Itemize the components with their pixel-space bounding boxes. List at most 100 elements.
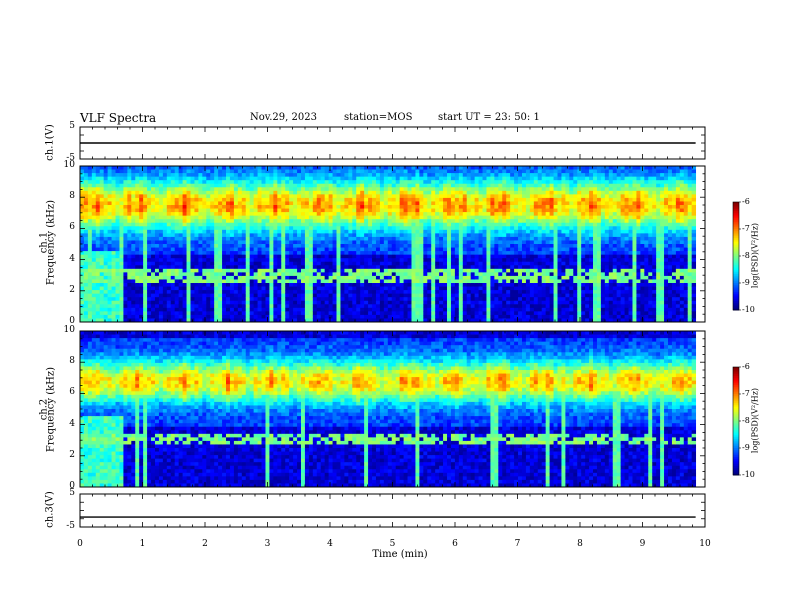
colorbar1-cell xyxy=(733,286,739,289)
colorbar2-cell xyxy=(733,374,739,377)
colorbar2-cell xyxy=(733,412,739,415)
x-tick-label: 6 xyxy=(452,539,458,549)
y-tick-label: -5 xyxy=(66,521,75,531)
colorbar1-cell xyxy=(733,306,739,309)
colorbar1-cell xyxy=(733,230,739,234)
colorbar1-cell xyxy=(733,211,739,214)
colorbar1-cell xyxy=(733,232,739,235)
colorbar2-cell xyxy=(733,435,739,438)
colorbar1-cell xyxy=(733,277,739,280)
colorbar2-cell xyxy=(733,408,739,411)
colorbar1-cell xyxy=(733,292,739,295)
colorbar2-cell xyxy=(733,430,739,433)
colorbar2-cell xyxy=(733,419,739,422)
colorbar2-cell xyxy=(733,379,739,382)
colorbar2-cell xyxy=(733,368,739,372)
y-tick-label: 2 xyxy=(69,449,75,460)
colorbar2-cell xyxy=(733,410,739,413)
colorbar1-cell xyxy=(733,229,739,232)
colorbar2-cell xyxy=(733,385,739,388)
colorbar2-cell xyxy=(733,397,739,400)
colorbar1-cell xyxy=(733,272,739,275)
colorbar2-cell xyxy=(733,386,739,390)
x-tick-label: 8 xyxy=(577,539,583,549)
x-tick-label: 3 xyxy=(264,539,271,549)
y-tick-label: 8 xyxy=(69,356,75,367)
colorbar2-cell xyxy=(733,370,739,373)
colorbar1-cell xyxy=(733,227,739,230)
y-tick-label: 2 xyxy=(69,284,75,295)
colorbar1-cell xyxy=(733,241,739,244)
colorbar2-cell xyxy=(733,388,739,391)
colorbar2-cell xyxy=(733,431,739,435)
colorbar2-cell xyxy=(733,449,739,453)
colorbar1-cell xyxy=(733,202,739,205)
colorbar1-cell xyxy=(733,257,739,261)
colorbar2-cell xyxy=(733,455,739,458)
colorbar1-cell xyxy=(733,223,739,226)
colorbar2-cell xyxy=(733,444,739,447)
colorbar2-cell xyxy=(733,458,739,462)
y-tick-label: 6 xyxy=(69,387,75,398)
y-tick-label: 4 xyxy=(69,418,75,429)
ch1-spectrogram-heatmap xyxy=(80,166,697,323)
colorbar2-cell xyxy=(733,401,739,404)
colorbar2-cell xyxy=(733,383,739,386)
colorbar2-cell xyxy=(733,422,739,426)
x-tick-label: 10 xyxy=(699,539,711,549)
colorbar1-cell xyxy=(733,290,739,293)
colorbar2-cell xyxy=(733,395,739,399)
colorbar-tick-label: -7 xyxy=(742,224,750,233)
colorbar1-cell xyxy=(733,225,739,228)
y-tick-label: 6 xyxy=(69,222,75,233)
colorbar1-cell xyxy=(733,238,739,241)
colorbar-tick-label: -9 xyxy=(742,278,750,287)
x-tick-label: 4 xyxy=(327,539,333,549)
colorbar1-cell xyxy=(733,245,739,248)
x-tick-label: 1 xyxy=(139,539,146,549)
colorbar1-cell xyxy=(733,203,739,207)
y-tick-label: 4 xyxy=(69,253,75,264)
colorbar1-cell xyxy=(733,248,739,252)
colorbar1-cell xyxy=(733,266,739,270)
colorbar2-cell xyxy=(733,381,739,384)
colorbar2-cell xyxy=(733,406,739,409)
colorbar2-cell xyxy=(733,392,739,395)
colorbar1-cell xyxy=(733,288,739,291)
colorbar1-cell xyxy=(733,281,739,284)
colorbar2-cell xyxy=(733,424,739,427)
colorbar1-cell xyxy=(733,214,739,217)
y-tick-label: 5 xyxy=(69,121,75,131)
colorbar2-cell xyxy=(733,451,739,454)
colorbar2-cell xyxy=(733,372,739,375)
colorbar1-cell xyxy=(733,261,739,264)
colorbar1-cell xyxy=(733,268,739,271)
colorbar-tick-label: -7 xyxy=(742,389,750,398)
colorbar2-cell xyxy=(733,466,739,469)
x-tick-label: 2 xyxy=(202,539,208,549)
colorbar2-cell xyxy=(733,437,739,440)
colorbar-tick-label: -8 xyxy=(742,416,750,425)
y-tick-label: 10 xyxy=(63,325,75,335)
colorbar1-cell xyxy=(733,284,739,288)
y-tick-label: 0 xyxy=(69,316,75,326)
x-axis-label: Time (min) xyxy=(372,549,428,560)
colorbar2-cell xyxy=(733,457,739,460)
x-tick-label: 9 xyxy=(639,539,646,549)
colorbar2-cell xyxy=(733,376,739,379)
colorbar1-cell xyxy=(733,236,739,239)
colorbar1-cell xyxy=(733,265,739,268)
colorbar2-cell xyxy=(733,421,739,424)
colorbar2-cell xyxy=(733,390,739,393)
colorbar1-cell xyxy=(733,243,739,246)
colorbar2-cell xyxy=(733,428,739,431)
colorbar1-cell xyxy=(733,205,739,208)
colorbar1-cell xyxy=(733,274,739,277)
colorbar1-cell xyxy=(733,263,739,266)
colorbar2-cell xyxy=(733,394,739,397)
station-label: station=MOS xyxy=(344,112,413,123)
colorbar1-cell xyxy=(733,302,739,306)
y-tick-label: 5 xyxy=(69,488,75,498)
